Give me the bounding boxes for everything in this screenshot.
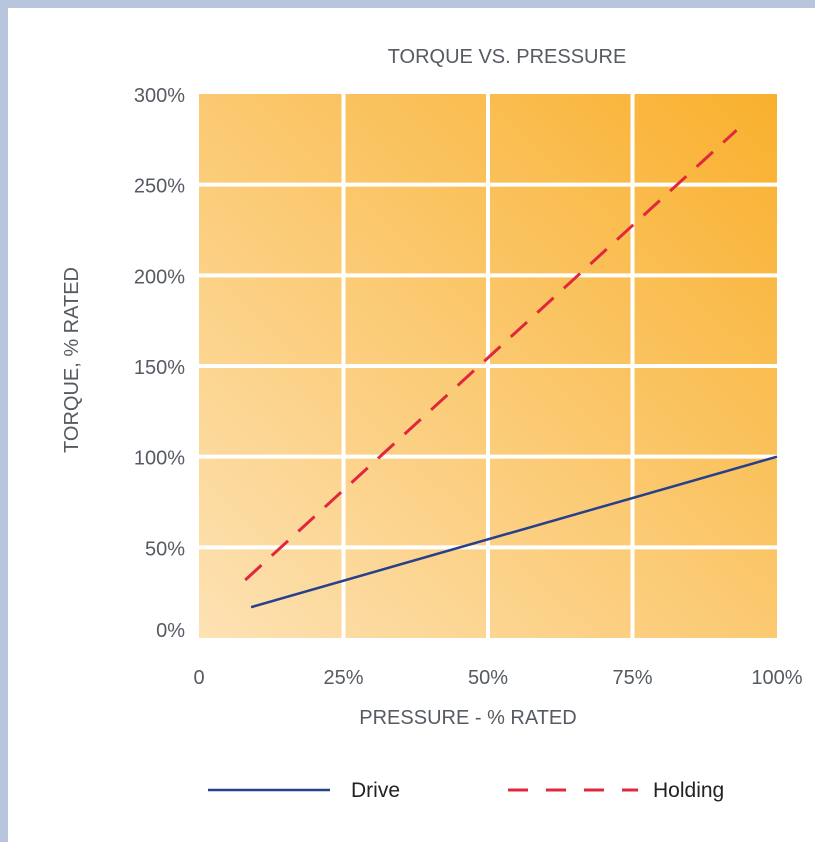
- series-layer: [244, 129, 778, 609]
- legend-label-drive: Drive: [351, 779, 400, 802]
- chart-title: TORQUE VS. PRESSURE: [388, 46, 627, 68]
- x-tick-label: 75%: [612, 667, 652, 689]
- y-tick-label: 300%: [134, 85, 185, 107]
- legend-label-holding: Holding: [653, 779, 724, 802]
- x-tick-labels: 0 25% 50% 75% 100%: [193, 667, 802, 689]
- x-tick-label: 50%: [468, 667, 508, 689]
- y-tick-label: 200%: [134, 266, 185, 288]
- grid-lines: [199, 94, 777, 638]
- x-tick-label: 25%: [323, 667, 363, 689]
- x-tick-label: 100%: [751, 667, 802, 689]
- y-tick-label: 0%: [156, 620, 185, 642]
- chart: TORQUE VS. PRESSURE 0 25% 50% 75% 100% 0% 50%…: [61, 46, 803, 802]
- legend: Drive Holding: [208, 779, 724, 802]
- y-tick-label: 100%: [134, 448, 185, 470]
- x-tick-label: 0: [193, 667, 204, 689]
- y-tick-label: 150%: [134, 357, 185, 379]
- y-tick-label: 250%: [134, 176, 185, 198]
- y-axis-label: TORQUE, % RATED: [61, 267, 83, 453]
- chart-frame: TORQUE VS. PRESSURE 0 25% 50% 75% 100% 0% 50%…: [8, 8, 815, 842]
- x-axis-label: PRESSURE - % RATED: [359, 707, 576, 729]
- series-line-drive: [250, 455, 778, 609]
- y-tick-labels: 0% 50% 100% 150% 200% 250% 300%: [134, 85, 185, 642]
- y-tick-label: 50%: [145, 538, 185, 560]
- series-line-holding: [244, 129, 738, 582]
